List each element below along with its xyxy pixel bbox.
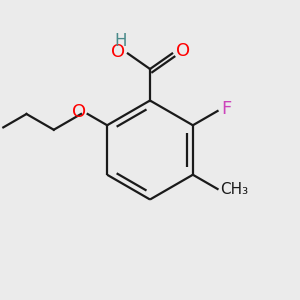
Text: O: O	[72, 103, 86, 121]
Text: O: O	[176, 42, 190, 60]
Text: F: F	[221, 100, 231, 118]
Text: CH₃: CH₃	[220, 182, 249, 197]
Text: H: H	[114, 32, 127, 50]
Text: O: O	[111, 43, 125, 61]
